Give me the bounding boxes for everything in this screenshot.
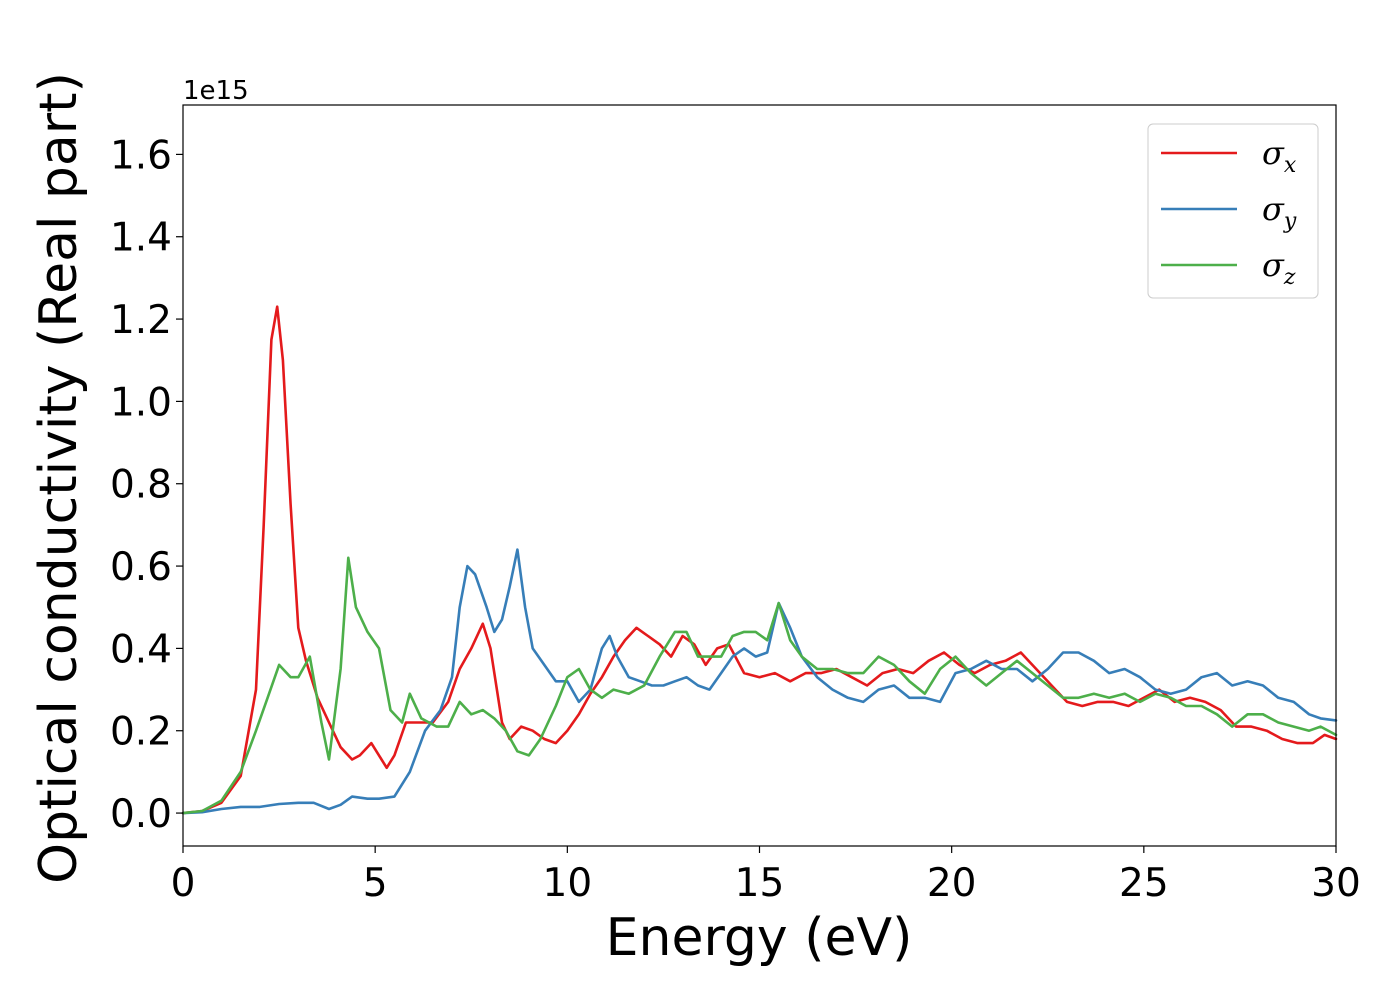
x-tick-label: 5 <box>363 861 388 906</box>
y-tick-label: 1.4 <box>110 216 172 261</box>
y-tick-label: 0.8 <box>110 463 172 508</box>
y-axis-label: Optical conductivity (Real part) <box>29 72 89 884</box>
plot-area <box>183 105 1336 846</box>
y-offset-label: 1e15 <box>183 76 249 106</box>
x-tick-label: 0 <box>171 861 196 906</box>
y-tick-label: 0.2 <box>110 710 172 755</box>
y-tick-label: 0.4 <box>110 627 172 672</box>
x-tick-label: 15 <box>735 861 785 906</box>
x-tick-label: 30 <box>1311 861 1361 906</box>
series-line-x <box>181 305 1338 815</box>
series-group <box>181 305 1338 815</box>
series-line-y <box>181 548 1338 815</box>
legend-label-y: σy <box>1262 190 1297 234</box>
y-tick-label: 0.0 <box>110 792 172 837</box>
y-tick-label: 0.6 <box>110 545 172 590</box>
y-tick-label: 1.2 <box>110 298 172 343</box>
y-axis-ticks: 0.0 0.2 0.4 0.6 0.8 1.0 1.2 1.4 1.6 <box>110 133 183 837</box>
x-tick-label: 10 <box>543 861 593 906</box>
x-tick-label: 20 <box>927 861 977 906</box>
legend-box <box>1147 123 1319 299</box>
x-axis-ticks: 0 5 10 15 20 25 30 <box>171 846 1361 906</box>
series-line-z <box>181 556 1338 815</box>
legend: σx σy σz <box>1147 123 1319 299</box>
legend-label-x: σx <box>1262 134 1297 178</box>
y-tick-label: 1.0 <box>110 380 172 425</box>
x-axis-label: Energy (eV) <box>606 908 913 968</box>
y-tick-label: 1.6 <box>110 133 172 178</box>
x-tick-label: 25 <box>1119 861 1169 906</box>
legend-label-z: σz <box>1262 246 1296 290</box>
